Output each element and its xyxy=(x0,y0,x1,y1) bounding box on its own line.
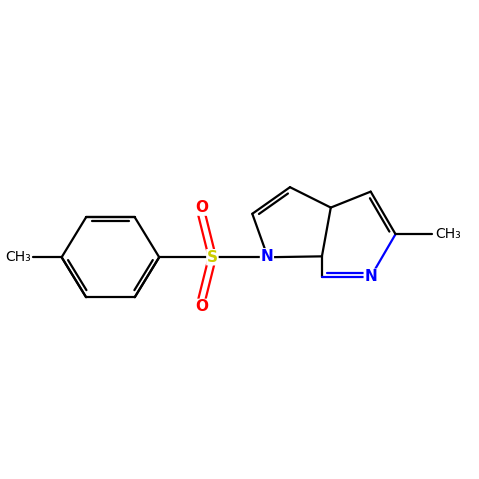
Text: S: S xyxy=(207,250,218,265)
Text: N: N xyxy=(365,269,377,284)
Text: CH₃: CH₃ xyxy=(5,250,31,264)
Text: O: O xyxy=(195,200,208,215)
Text: N: N xyxy=(261,249,274,264)
Text: O: O xyxy=(195,299,208,314)
Text: CH₃: CH₃ xyxy=(435,227,461,241)
